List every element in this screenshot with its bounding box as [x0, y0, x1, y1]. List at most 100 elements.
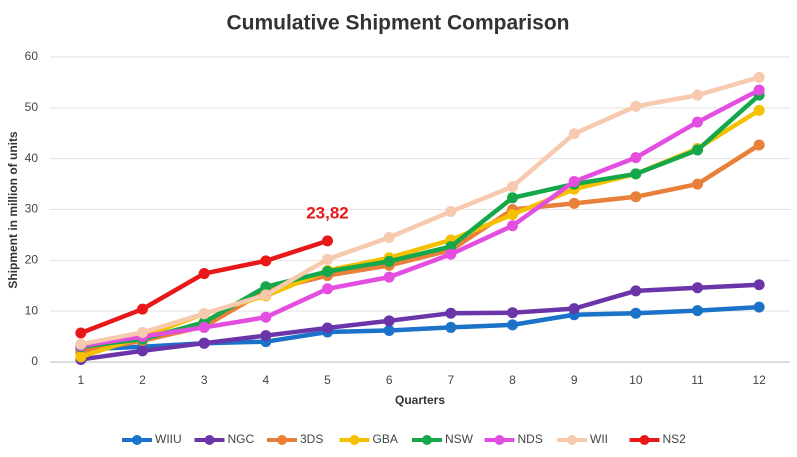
point: [383, 271, 395, 283]
point: [753, 301, 765, 313]
legend-marker: [567, 435, 577, 445]
legend-label: NGC: [228, 432, 255, 446]
series-line: [80, 93, 761, 349]
legend-label: WII: [590, 432, 608, 446]
point: [630, 307, 642, 319]
legend-marker: [349, 435, 360, 445]
point: [260, 311, 272, 323]
point: [568, 197, 580, 209]
y-tick-label: 60: [25, 49, 39, 63]
x-tick-label: 4: [262, 373, 269, 387]
legend-marker: [422, 435, 432, 445]
legend-marker: [204, 435, 215, 445]
point: [630, 100, 642, 112]
point: [507, 181, 518, 193]
point: [507, 307, 518, 319]
x-tick-label: 1: [77, 373, 84, 387]
point: [753, 104, 765, 116]
y-tick-label: 0: [31, 354, 38, 368]
point: [753, 71, 765, 83]
point: [507, 220, 518, 232]
point: [445, 241, 457, 253]
chart-title: Cumulative Shipment Comparison: [226, 12, 569, 35]
point: [692, 305, 703, 317]
series-line: [80, 282, 760, 362]
point: [692, 178, 703, 190]
x-tick-label: 8: [509, 373, 516, 387]
point: [753, 279, 765, 291]
y-tick-label: 10: [25, 303, 39, 317]
point: [260, 330, 272, 342]
point: [198, 268, 210, 280]
point: [692, 282, 703, 294]
point: [445, 206, 457, 218]
point: [383, 315, 395, 327]
x-tick-label: 2: [139, 373, 146, 387]
point: [137, 345, 148, 357]
point: [322, 266, 333, 278]
point: [322, 322, 333, 334]
y-tick-label: 50: [25, 100, 39, 114]
point: [753, 84, 765, 96]
y-tick-label: 30: [25, 202, 39, 216]
point: [630, 191, 642, 203]
legend-marker: [277, 435, 287, 445]
point: [260, 289, 272, 301]
point: [322, 253, 333, 265]
point: [322, 283, 333, 295]
legend-marker: [494, 435, 505, 445]
x-tick-label: 7: [447, 373, 454, 387]
x-tick-label: 9: [571, 373, 578, 387]
point: [692, 89, 703, 101]
point: [692, 116, 703, 128]
point: [445, 307, 457, 319]
point: [137, 303, 148, 315]
point: [198, 337, 210, 349]
legend-label: NS2: [663, 432, 687, 446]
y-axis-label: Shipment in million of units: [6, 131, 20, 289]
x-tick-label: 5: [324, 373, 331, 387]
point: [630, 152, 642, 164]
point: [507, 319, 518, 331]
point: [260, 281, 272, 293]
y-tick-label: 20: [25, 253, 39, 267]
x-tick-label: 6: [386, 373, 393, 387]
point: [383, 231, 395, 243]
point: [568, 303, 580, 315]
legend-label: NDS: [518, 432, 543, 446]
legend-marker: [639, 435, 650, 445]
point: [75, 338, 87, 350]
legend-label: 3DS: [300, 432, 323, 446]
point: [75, 351, 87, 363]
series-line: [80, 88, 761, 348]
point: [322, 235, 333, 247]
series-line: [80, 75, 760, 347]
legend-label: GBA: [373, 432, 398, 446]
data-label: 23,82: [306, 203, 349, 222]
legend-label: WIIU: [155, 432, 182, 446]
y-tick-label: 40: [25, 151, 39, 165]
point: [507, 209, 518, 221]
point: [753, 139, 765, 151]
point: [445, 248, 457, 260]
legend-marker: [132, 435, 142, 445]
point: [198, 308, 210, 320]
point: [383, 255, 395, 267]
point: [445, 321, 457, 333]
x-tick-label: 12: [752, 373, 766, 387]
point: [75, 327, 87, 339]
point: [260, 255, 272, 267]
point: [692, 144, 703, 156]
x-tick-label: 3: [201, 373, 208, 387]
point: [383, 324, 395, 336]
point: [630, 285, 642, 297]
point: [137, 327, 148, 339]
x-tick-label: 10: [629, 373, 643, 387]
point: [630, 168, 642, 180]
point: [507, 192, 518, 204]
point: [568, 176, 580, 188]
point: [568, 128, 580, 140]
x-axis-label: Quarters: [395, 393, 445, 407]
legend-label: NSW: [445, 432, 474, 446]
